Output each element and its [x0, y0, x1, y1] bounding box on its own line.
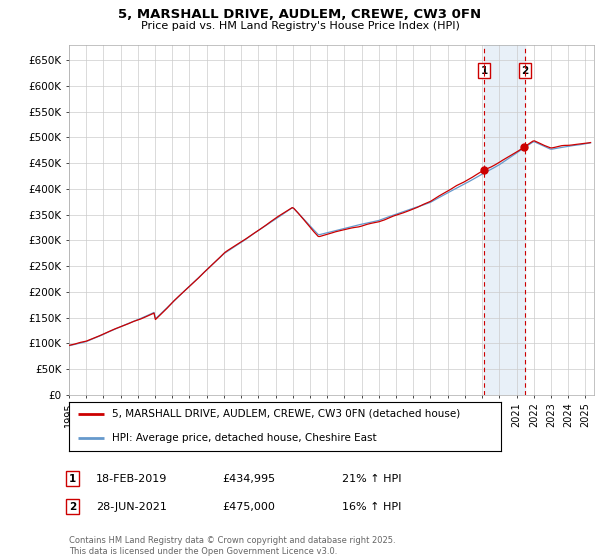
- Text: HPI: Average price, detached house, Cheshire East: HPI: Average price, detached house, Ches…: [112, 433, 377, 444]
- Text: 2: 2: [521, 66, 529, 76]
- Text: Price paid vs. HM Land Registry's House Price Index (HPI): Price paid vs. HM Land Registry's House …: [140, 21, 460, 31]
- Text: 2: 2: [69, 502, 76, 512]
- Text: £434,995: £434,995: [222, 474, 275, 484]
- Text: 21% ↑ HPI: 21% ↑ HPI: [342, 474, 401, 484]
- Text: 1: 1: [69, 474, 76, 484]
- Text: 16% ↑ HPI: 16% ↑ HPI: [342, 502, 401, 512]
- Text: Contains HM Land Registry data © Crown copyright and database right 2025.
This d: Contains HM Land Registry data © Crown c…: [69, 536, 395, 556]
- Text: 18-FEB-2019: 18-FEB-2019: [96, 474, 167, 484]
- Text: 5, MARSHALL DRIVE, AUDLEM, CREWE, CW3 0FN: 5, MARSHALL DRIVE, AUDLEM, CREWE, CW3 0F…: [118, 8, 482, 21]
- Text: 28-JUN-2021: 28-JUN-2021: [96, 502, 167, 512]
- Bar: [484, 45, 525, 395]
- Text: 5, MARSHALL DRIVE, AUDLEM, CREWE, CW3 0FN (detached house): 5, MARSHALL DRIVE, AUDLEM, CREWE, CW3 0F…: [112, 409, 460, 419]
- Text: £475,000: £475,000: [222, 502, 275, 512]
- Text: 1: 1: [481, 66, 488, 76]
